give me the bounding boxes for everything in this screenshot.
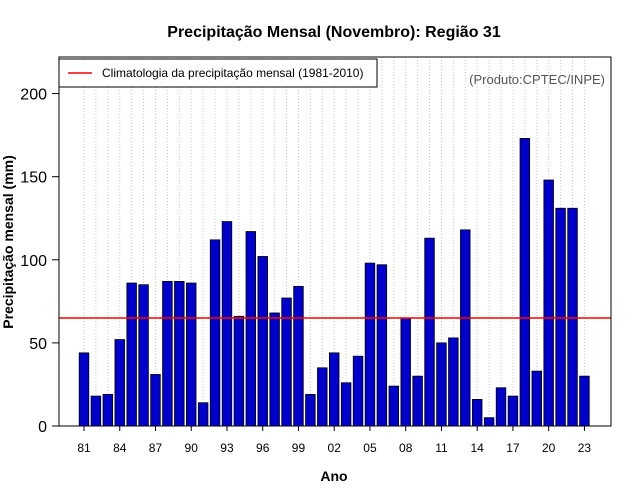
bar-16 <box>495 387 507 427</box>
bar-09 <box>412 375 423 427</box>
bar-93 <box>221 221 233 427</box>
xtick-label-93: 93 <box>220 441 234 455</box>
bar-20 <box>543 179 554 427</box>
xtick-label-08: 08 <box>399 441 413 455</box>
xtick-label-96: 96 <box>256 441 270 455</box>
bar-08 <box>400 317 411 427</box>
bar-85 <box>126 282 137 427</box>
bar-83 <box>102 394 114 427</box>
xtick-label-17: 17 <box>506 441 520 455</box>
legend-box <box>58 58 378 88</box>
xtick-label-14: 14 <box>471 441 485 455</box>
bar-04 <box>352 355 364 427</box>
xtick-label-81: 81 <box>77 441 91 455</box>
bars <box>78 138 590 427</box>
bar-05 <box>364 262 376 427</box>
bar-01 <box>317 367 328 427</box>
xtick-label-99: 99 <box>292 441 306 455</box>
bar-86 <box>138 284 149 427</box>
bar-84 <box>114 339 125 427</box>
xtick-label-87: 87 <box>149 441 163 455</box>
bar-07 <box>388 385 399 427</box>
bar-03 <box>340 382 352 427</box>
bar-99 <box>293 285 304 427</box>
bar-90 <box>186 282 197 427</box>
bar-18 <box>519 138 531 427</box>
xtick-label-90: 90 <box>185 441 199 455</box>
bar-91 <box>197 402 209 427</box>
xtick-label-20: 20 <box>542 441 556 455</box>
chart-title: Precipitação Mensal (Novembro): Região 3… <box>167 24 501 41</box>
bar-96 <box>257 256 268 427</box>
bar-21 <box>555 207 566 427</box>
xtick-label-02: 02 <box>328 441 342 455</box>
bar-02 <box>329 352 340 427</box>
legend: Climatologia da precipitação mensal (198… <box>58 58 378 88</box>
y-axis-label: Precipitação mensal (mm) <box>0 155 16 329</box>
ytick-label-100: 100 <box>20 253 47 270</box>
bar-17 <box>507 395 519 427</box>
bar-22 <box>567 207 578 427</box>
bar-92 <box>209 239 221 427</box>
ytick-label-200: 200 <box>20 87 47 104</box>
bar-23 <box>579 375 590 427</box>
bar-10 <box>424 237 435 427</box>
legend-label: Climatologia da precipitação mensal (198… <box>102 66 363 80</box>
bar-13 <box>460 229 471 427</box>
y-axis: 0 50 100 150 200 <box>20 87 59 436</box>
bar-81 <box>78 352 90 427</box>
bar-98 <box>281 297 292 427</box>
bar-82 <box>90 395 102 427</box>
bar-11 <box>436 342 447 427</box>
x-axis: 81 84 87 90 93 96 99 02 05 08 11 14 17 20 23 <box>77 426 591 455</box>
xtick-label-23: 23 <box>578 441 592 455</box>
x-axis-label: Ano <box>320 468 347 484</box>
plot-frame <box>58 56 612 427</box>
bar-89 <box>174 280 185 427</box>
credit-text: (Produto:CPTEC/INPE) <box>469 72 605 87</box>
bar-06 <box>376 264 388 427</box>
bar-00 <box>305 394 316 427</box>
xtick-label-05: 05 <box>363 441 377 455</box>
bar-94 <box>233 315 245 427</box>
ytick-label-150: 150 <box>20 170 47 187</box>
bar-95 <box>245 231 257 427</box>
bar-15 <box>483 417 495 427</box>
ytick-label-0: 0 <box>38 419 47 436</box>
xtick-label-11: 11 <box>435 441 448 455</box>
ytick-label-50: 50 <box>29 336 47 353</box>
bar-87 <box>150 374 161 427</box>
bar-19 <box>531 370 542 427</box>
bar-88 <box>162 280 173 427</box>
bar-12 <box>448 337 459 427</box>
bar-97 <box>269 312 280 427</box>
bar-14 <box>471 399 483 427</box>
xtick-label-84: 84 <box>113 441 127 455</box>
